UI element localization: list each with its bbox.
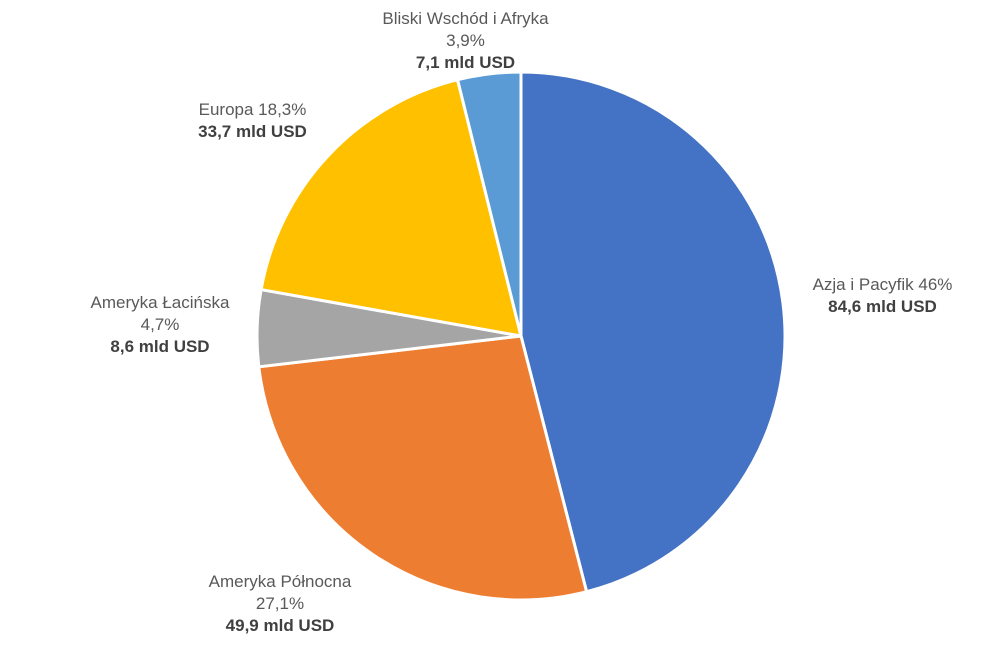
pie-slice-ameryka-północna xyxy=(257,334,589,602)
label-azja-pacyfik: Azja i Pacyfik 46% 84,6 mld USD xyxy=(795,274,970,318)
label-ameryka-polnocna: Ameryka Północna 27,1% 49,9 mld USD xyxy=(180,571,380,637)
slice-percent-azja-pacyfik: 46% xyxy=(918,275,953,294)
slice-value-bliski-wschod: 7,1 mld USD xyxy=(415,53,516,72)
slice-value-azja-pacyfik: 84,6 mld USD xyxy=(828,297,937,316)
slice-percent-ameryka-polnocna: 27,1% xyxy=(255,594,305,613)
pie-slice-europa xyxy=(259,78,523,338)
slice-percent-bliski-wschod: 3,9% xyxy=(446,31,485,50)
pie-slice-bliski-wschód-i-afryka xyxy=(456,70,523,338)
pie-slices xyxy=(255,70,787,602)
label-europa: Europa 18,3% 33,7 mld USD xyxy=(165,99,340,143)
slice-name-ameryka-polnocna: Ameryka Północna xyxy=(208,572,352,591)
slice-value-europa: 33,7 mld USD xyxy=(198,122,307,141)
slice-name-europa: Europa xyxy=(198,100,254,119)
slice-name-azja-pacyfik: Azja i Pacyfik xyxy=(812,275,914,294)
slice-name-bliski-wschod: Bliski Wschód i Afryka xyxy=(382,9,549,28)
pie-slice-azja-i-pacyfik xyxy=(519,70,787,594)
slice-percent-europa: 18,3% xyxy=(258,100,307,119)
label-bliski-wschod: Bliski Wschód i Afryka 3,9% 7,1 mld USD xyxy=(343,8,588,74)
slice-value-ameryka-polnocna: 49,9 mld USD xyxy=(225,616,335,635)
slice-percent-ameryka-lacinska: 4,7% xyxy=(140,315,180,334)
slice-value-ameryka-lacinska: 8,6 mld USD xyxy=(110,337,210,356)
slice-name-ameryka-lacinska: Ameryka Łacińska xyxy=(90,293,230,312)
label-ameryka-lacinska: Ameryka Łacińska 4,7% 8,6 mld USD xyxy=(70,292,250,358)
